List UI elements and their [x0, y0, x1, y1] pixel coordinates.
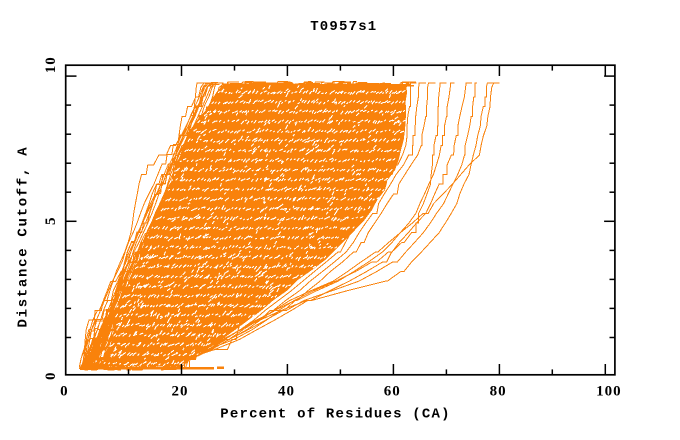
- svg-text:80: 80: [490, 384, 507, 400]
- svg-text:10: 10: [43, 56, 59, 73]
- svg-text:60: 60: [384, 384, 401, 400]
- svg-text:20: 20: [172, 384, 189, 400]
- svg-text:40: 40: [278, 384, 295, 400]
- svg-text:Percent of Residues (CA): Percent of Residues (CA): [220, 407, 450, 423]
- svg-text:0: 0: [43, 372, 59, 381]
- svg-text:5: 5: [43, 216, 59, 225]
- svg-text:Distance Cutoff, A: Distance Cutoff, A: [16, 146, 32, 328]
- svg-text:0: 0: [60, 384, 69, 400]
- svg-text:T0957s1: T0957s1: [310, 19, 377, 35]
- svg-text:100: 100: [596, 384, 622, 400]
